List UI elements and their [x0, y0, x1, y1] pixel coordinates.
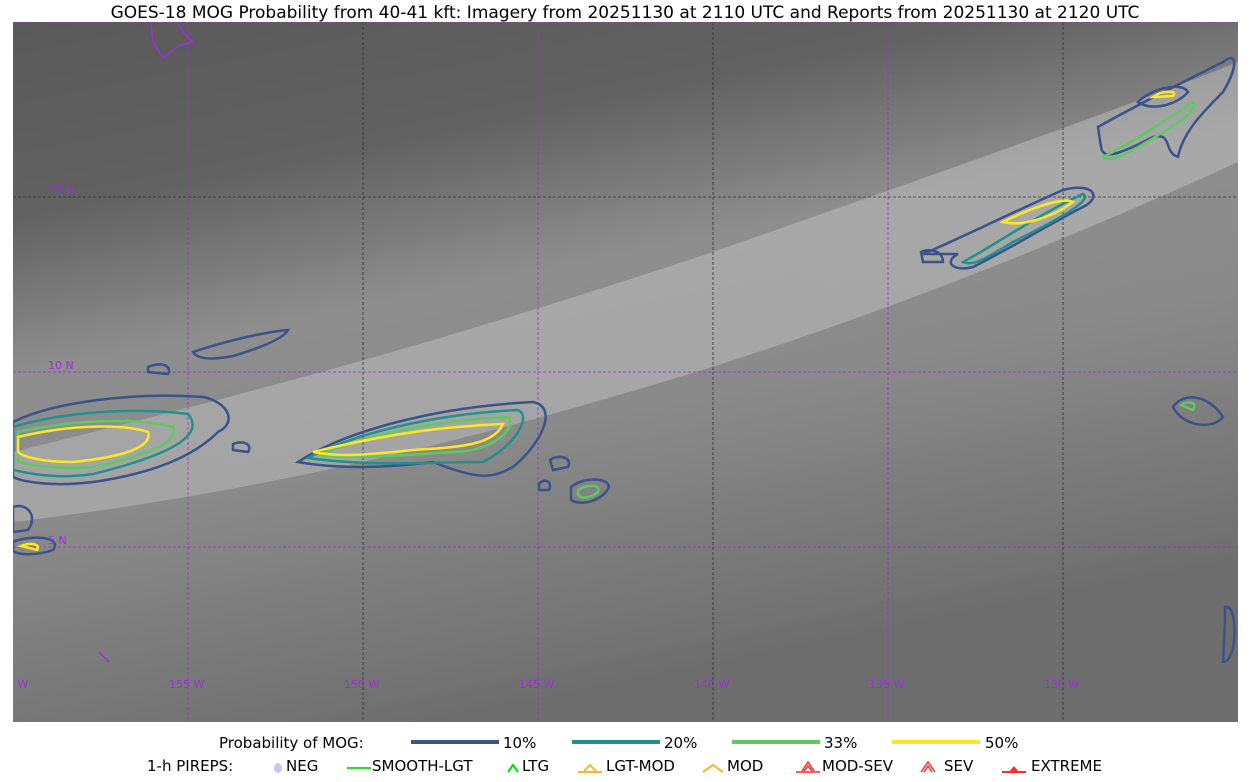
- lat-label-15n: 15 N: [48, 184, 74, 197]
- line-icon: [347, 767, 371, 769]
- lon-label-155w: 155 W: [169, 678, 204, 691]
- double-caret-icon: [920, 760, 936, 773]
- lon-label-130w: 130 W: [1044, 678, 1079, 691]
- pireps-legend: 1-h PIREPS: NEG SMOOTH-LGT LTG LGT-MOD M…: [0, 757, 1250, 777]
- pireps-legend-label: 1-h PIREPS:: [147, 757, 234, 775]
- caret-icon: [702, 763, 724, 773]
- caret-bar-icon: [578, 763, 602, 773]
- lat-label-10n: 10 N: [48, 359, 74, 372]
- swatch-10: [411, 740, 499, 744]
- coastline-island: [98, 651, 110, 663]
- coastline-hawaii: [150, 23, 195, 60]
- double-caret-bar-icon: [796, 760, 820, 773]
- cloud-band: [13, 62, 1238, 522]
- pirep-smooth-lgt: SMOOTH-LGT: [372, 757, 473, 775]
- probability-legend: Probability of MOG: 10% 20% 33% 50%: [0, 734, 1250, 754]
- pirep-lgt-mod: LGT-MOD: [606, 757, 675, 775]
- pirep-mod-sev: MOD-SEV: [822, 757, 893, 775]
- caret-icon: [507, 763, 519, 773]
- satellite-map: 15 N 10 N 5 N 60 W 155 W 150 W 145 W 140…: [13, 22, 1238, 722]
- lon-label-150w: 150 W: [344, 678, 379, 691]
- pirep-extreme: EXTREME: [1031, 757, 1102, 775]
- swatch-50: [892, 740, 980, 744]
- legend-20: 20%: [664, 734, 698, 752]
- pirep-ltg: LTG: [522, 757, 550, 775]
- lon-label-145w: 145 W: [519, 678, 554, 691]
- swatch-20: [572, 740, 660, 744]
- pirep-sev: SEV: [944, 757, 974, 775]
- map-title: GOES-18 MOG Probability from 40-41 kft: …: [110, 3, 1140, 23]
- mog-contours: [13, 56, 1236, 664]
- pirep-neg: NEG: [286, 757, 319, 775]
- neg-circle-icon: [274, 763, 282, 773]
- grid-lines: [13, 22, 1238, 722]
- lat-label-5n: 5 N: [48, 534, 67, 547]
- legend-50: 50%: [985, 734, 1019, 752]
- pirep-mod: MOD: [727, 757, 764, 775]
- swatch-33: [732, 740, 820, 744]
- probability-legend-label: Probability of MOG:: [219, 734, 364, 752]
- filled-triangle-icon: [1002, 766, 1026, 773]
- legend-10: 10%: [503, 734, 537, 752]
- lon-label-160w: 60 W: [13, 678, 28, 691]
- lon-label-140w: 140 W: [694, 678, 729, 691]
- lon-label-135w: 135 W: [869, 678, 904, 691]
- legend-33: 33%: [824, 734, 858, 752]
